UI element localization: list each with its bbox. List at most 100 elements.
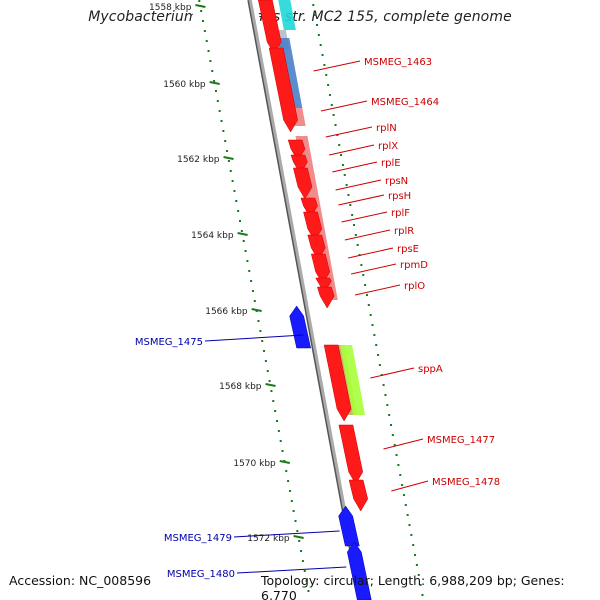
tick-mark bbox=[209, 81, 220, 85]
ring-dot bbox=[287, 480, 290, 482]
ring-dot bbox=[362, 274, 365, 276]
ring-dot bbox=[200, 10, 203, 12]
ring-dot bbox=[214, 90, 217, 92]
tick-label: 1560 kbp bbox=[163, 80, 206, 90]
ring-dot bbox=[301, 560, 304, 562]
ring-dot bbox=[303, 570, 306, 572]
tick-ring-left bbox=[198, 0, 310, 592]
ring-dot bbox=[401, 484, 404, 486]
ring-dot bbox=[412, 544, 415, 546]
ring-dot bbox=[277, 430, 280, 432]
ring-dot bbox=[319, 44, 322, 46]
forward-gene-label: rpmD bbox=[400, 260, 428, 271]
gene-label-leader bbox=[236, 566, 347, 574]
gene-label-leader bbox=[329, 144, 375, 156]
ring-dot bbox=[395, 454, 398, 456]
forward-gene-label: rplE bbox=[381, 158, 401, 169]
ring-dot bbox=[213, 80, 216, 82]
ring-dot bbox=[316, 24, 318, 26]
ring-dot bbox=[325, 74, 328, 76]
ring-dot bbox=[347, 194, 350, 196]
ring-dot bbox=[356, 244, 359, 246]
ring-dot bbox=[300, 550, 303, 552]
genome-stats-text: Topology: circular; Length: 6,988,209 bp… bbox=[261, 573, 565, 600]
gene-label-leader bbox=[383, 438, 424, 450]
gene-label-leader bbox=[351, 263, 397, 275]
ring-dot bbox=[341, 164, 344, 166]
ring-dot bbox=[404, 504, 407, 506]
ring-dot bbox=[290, 500, 293, 502]
ring-dot bbox=[216, 100, 219, 102]
ring-dot bbox=[242, 240, 245, 242]
ring-dot bbox=[369, 314, 372, 316]
ring-dot bbox=[257, 320, 260, 322]
tick-label: 1558 kbp bbox=[149, 3, 192, 13]
tick-label: 1568 kbp bbox=[219, 382, 262, 392]
ring-dot bbox=[244, 250, 247, 252]
tick-label: 1564 kbp bbox=[191, 231, 234, 241]
ring-dot bbox=[402, 494, 405, 496]
forward-gene-label: rplN bbox=[376, 123, 397, 134]
ring-dot bbox=[365, 294, 368, 296]
forward-gene-arrow bbox=[323, 344, 352, 422]
forward-gene-label: MSMEG_1478 bbox=[432, 477, 500, 488]
ring-dot bbox=[250, 280, 253, 282]
forward-gene-arrow bbox=[293, 167, 313, 200]
ring-dot bbox=[417, 574, 420, 576]
ring-dot bbox=[353, 224, 355, 226]
ring-dot bbox=[285, 470, 288, 472]
ring-dot bbox=[393, 444, 396, 446]
reverse-gene-label: MSMEG_1480 bbox=[167, 569, 235, 580]
ring-dot bbox=[317, 34, 320, 36]
ring-dot bbox=[296, 530, 299, 532]
forward-gene-arrow bbox=[338, 424, 363, 485]
gene-label-leader bbox=[332, 161, 378, 173]
tick-mark bbox=[265, 383, 276, 387]
ring-dot bbox=[239, 220, 241, 222]
gene-label-leader bbox=[325, 126, 373, 138]
ring-dot bbox=[338, 144, 341, 146]
ring-dot bbox=[305, 580, 308, 582]
ring-dot bbox=[237, 210, 240, 212]
ring-dot bbox=[384, 394, 387, 396]
ring-dot bbox=[377, 354, 380, 356]
gene-label-leader bbox=[338, 194, 385, 206]
ring-dot bbox=[414, 554, 417, 556]
forward-gene-label: MSMEG_1463 bbox=[364, 57, 432, 68]
tick-label: 1566 kbp bbox=[205, 307, 248, 317]
ring-dot bbox=[340, 154, 343, 156]
backbone-line bbox=[248, 0, 363, 600]
ring-dot bbox=[375, 344, 378, 346]
ring-dot bbox=[276, 420, 278, 422]
ring-dot bbox=[229, 170, 232, 172]
ring-dot bbox=[328, 94, 331, 96]
ring-dot bbox=[263, 350, 266, 352]
gene-label-leader bbox=[391, 480, 429, 492]
ring-dot bbox=[209, 60, 212, 62]
ring-dot bbox=[220, 120, 223, 122]
tick-mark bbox=[195, 4, 206, 8]
ring-dot bbox=[307, 590, 310, 592]
feature-band-sppa bbox=[340, 345, 366, 415]
gene-label-leader bbox=[348, 247, 394, 259]
ring-dot bbox=[246, 260, 249, 262]
ring-dot bbox=[224, 140, 227, 142]
ring-dot bbox=[298, 540, 301, 542]
ring-dot bbox=[288, 490, 291, 492]
forward-gene-label: rpsH bbox=[388, 191, 411, 202]
ring-dot bbox=[421, 594, 424, 596]
gene-label-leader bbox=[335, 179, 382, 191]
ring-dot bbox=[314, 14, 317, 16]
gene-label-leader bbox=[344, 229, 391, 241]
forward-gene-label: rpsN bbox=[385, 176, 408, 187]
ring-dot bbox=[203, 30, 206, 32]
ring-dot bbox=[251, 290, 254, 292]
ring-dot bbox=[330, 104, 333, 106]
tick-label: 1570 kbp bbox=[233, 459, 276, 469]
ring-dot bbox=[408, 524, 411, 526]
ring-dot bbox=[399, 474, 402, 476]
ring-dot bbox=[198, 0, 201, 2]
gene-label-leader bbox=[341, 211, 388, 223]
ring-dot bbox=[373, 334, 376, 336]
